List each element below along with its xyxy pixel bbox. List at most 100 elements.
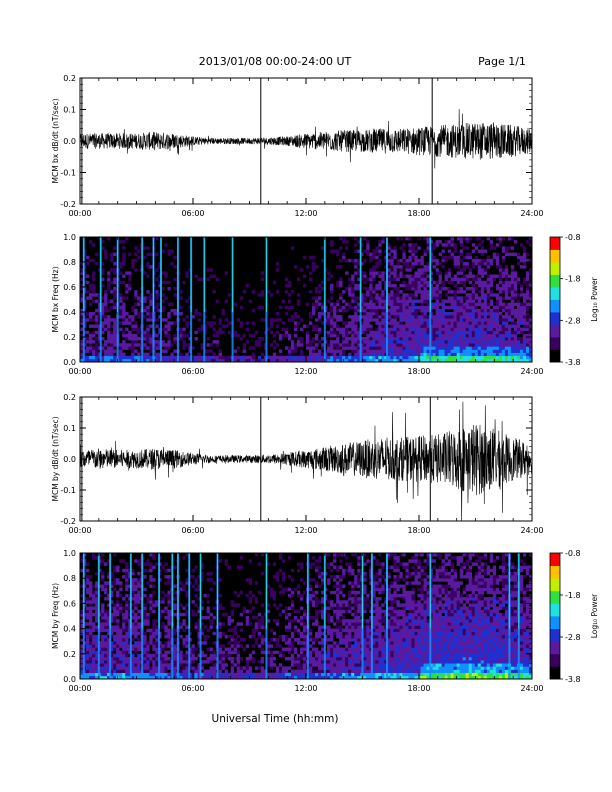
spectrogram-cell [182, 653, 186, 658]
spectrogram-cell [456, 340, 460, 344]
spectrogram-cell [438, 315, 442, 319]
spectrogram-cell [296, 302, 301, 307]
spectrogram-cell [387, 318, 391, 322]
spectrogram-cell [167, 656, 171, 661]
spectrogram-cell [137, 622, 141, 626]
spectrogram-cell [312, 305, 316, 310]
spectrogram-cell [80, 312, 84, 316]
spectrogram-cell [393, 299, 397, 303]
spectrogram-cell [510, 274, 515, 278]
spectrogram-cell [474, 318, 479, 322]
spectrogram-cell [405, 268, 409, 272]
spectrogram-cell [236, 653, 240, 658]
spectrogram-cell [149, 675, 153, 680]
spectrogram-cell [348, 346, 352, 350]
spectrogram-cell [107, 299, 111, 303]
spectrogram-cell [309, 315, 313, 319]
spectrogram-cell [164, 606, 168, 610]
spectrogram-cell [369, 274, 373, 278]
spectrogram-cell [456, 308, 460, 313]
spectrogram-cell [131, 638, 135, 642]
spectrogram-cell [134, 246, 138, 250]
spectrogram-cell [92, 638, 96, 642]
spectrogram-cell [101, 271, 105, 275]
spectrogram-cell [221, 355, 225, 360]
spectrogram-cell [293, 609, 298, 614]
spectrogram-cell [233, 631, 237, 636]
spectrogram-cell [92, 553, 96, 557]
spectrogram-cell [152, 619, 156, 623]
spectrogram-cell [456, 302, 460, 307]
spectrogram-cell [492, 343, 497, 347]
spectrogram-cell [315, 302, 319, 307]
spectrogram-cell [498, 318, 503, 322]
spectrogram-cell [522, 346, 527, 350]
spectrogram-cell [197, 663, 201, 667]
spectrogram-cell [206, 672, 210, 677]
spectrogram-cell [504, 333, 509, 338]
spectrogram-cell [173, 277, 177, 282]
spectrogram-cell [149, 628, 153, 633]
spectrogram-cell [369, 255, 373, 260]
spectrogram-cell [501, 318, 506, 322]
spectrogram-cell [462, 283, 466, 288]
spectrogram-cell [402, 318, 406, 322]
spectrogram-cell [369, 268, 373, 272]
spectrogram-cell [95, 299, 99, 303]
spectrogram-cell [483, 321, 488, 325]
spectrogram-cell [161, 287, 165, 291]
spectrogram-cell [453, 293, 457, 297]
spectrogram-cell [483, 312, 488, 316]
spectrogram-cell [504, 315, 509, 319]
spectrogram-cell [110, 575, 114, 579]
spectrogram-cell [513, 355, 518, 360]
spectrogram-cell [134, 358, 138, 363]
spectrogram-cell [272, 650, 277, 655]
spectrogram-cell [474, 277, 479, 282]
spectrogram-cell [167, 343, 171, 347]
spectrogram-cell [327, 321, 331, 325]
spectrogram-cell [152, 653, 156, 658]
spectrogram-cell [366, 333, 370, 338]
spectrogram-cell [161, 675, 165, 680]
spectrogram-cell [333, 249, 337, 253]
spectrogram-cell [182, 619, 186, 623]
spectrogram-cell [122, 330, 126, 335]
spectrogram-cell [80, 644, 84, 648]
spectrogram-cell [432, 287, 436, 291]
spectrogram-cell [125, 650, 129, 655]
spectrogram-cell [185, 271, 189, 275]
spectrogram-cell [483, 280, 488, 285]
spectrogram-cell [137, 638, 141, 642]
spectrogram-cell [423, 343, 427, 347]
spectrogram-cell [402, 337, 406, 341]
spectrogram-cell [212, 606, 216, 610]
spectrogram-cell [399, 324, 403, 328]
spectrogram-cell [498, 343, 503, 347]
spectrogram-cell [309, 634, 313, 639]
spectrogram-cell [408, 327, 412, 332]
spectrogram-cell [504, 358, 509, 363]
spectrogram-cell [131, 340, 135, 344]
spectrogram-cell [155, 340, 159, 344]
spectrogram-cell [486, 355, 491, 360]
spectrogram-cell [137, 581, 141, 585]
spectrogram-cell [396, 258, 400, 263]
spectrogram-cell [477, 249, 482, 253]
spectrogram-cell [221, 330, 225, 335]
spectrogram-cell [146, 318, 150, 322]
spectrogram-cell [167, 346, 171, 350]
spectrogram-cell [287, 638, 292, 642]
spectrogram-cell [287, 628, 292, 633]
broadband-stripe-core [324, 237, 326, 312]
spectrogram-cell [441, 343, 445, 347]
spectrogram-cell [453, 290, 457, 294]
spectrogram-cell [155, 647, 159, 651]
spectrogram-cell [146, 616, 150, 620]
spectrogram-cell [254, 672, 259, 677]
spectrogram-cell [119, 355, 123, 360]
colorbar-segment [550, 257, 560, 261]
spectrogram-cell [414, 283, 418, 288]
spectrogram-cell [483, 302, 488, 307]
spectrogram-cell [501, 305, 506, 310]
